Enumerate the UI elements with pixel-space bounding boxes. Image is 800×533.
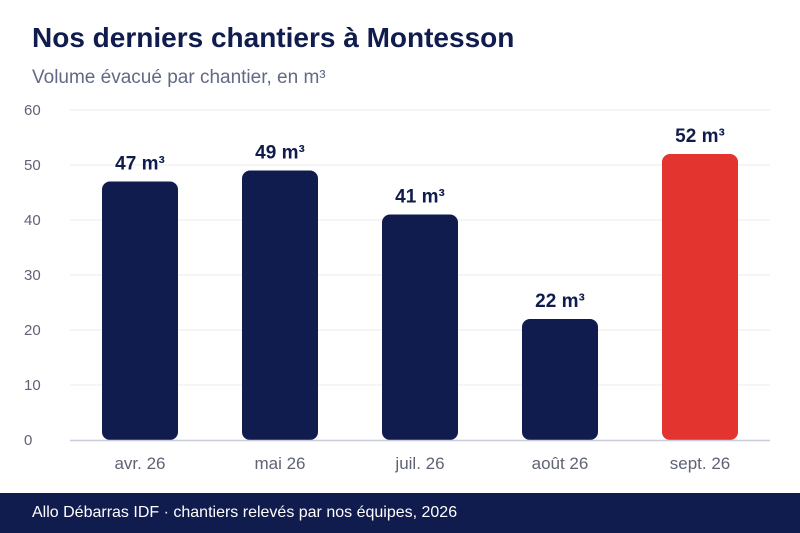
footer-bar: Allo Débarras IDF · chantiers relevés pa…: [0, 493, 800, 533]
y-tick-label: 20: [24, 322, 41, 339]
bar-value-label: 52 m³: [675, 126, 725, 147]
bar-value-label: 49 m³: [255, 143, 305, 164]
bar: [102, 181, 178, 440]
x-tick-label: mai 26: [254, 454, 305, 473]
bar: [382, 214, 458, 440]
x-tick-label: avr. 26: [114, 454, 165, 473]
bar: [662, 154, 738, 440]
chart-subtitle: Volume évacué par chantier, en m³: [32, 67, 326, 88]
y-tick-label: 0: [24, 432, 32, 449]
x-tick-label: août 26: [532, 454, 589, 473]
chart-title: Nos derniers chantiers à Montesson: [32, 22, 515, 53]
x-axis-ticks: avr. 26 mai 26 juil. 26 août 26 sept. 26: [114, 454, 730, 473]
bar: [242, 170, 318, 440]
y-tick-label: 30: [24, 267, 41, 284]
footer-source: Allo Débarras IDF · chantiers relevés pa…: [32, 504, 458, 521]
x-tick-label: juil. 26: [394, 454, 444, 473]
bar-value-label: 22 m³: [535, 291, 585, 312]
data-labels: 47 m³ 49 m³ 41 m³ 22 m³ 52 m³: [115, 126, 725, 312]
y-tick-label: 10: [24, 377, 41, 394]
bar-value-label: 41 m³: [395, 187, 445, 208]
y-tick-label: 40: [24, 212, 41, 229]
y-tick-label: 50: [24, 157, 41, 174]
bar: [522, 319, 598, 440]
x-tick-label: sept. 26: [670, 454, 731, 473]
bar-value-label: 47 m³: [115, 154, 165, 175]
y-tick-label: 60: [24, 102, 41, 119]
y-axis-ticks: 0 10 20 30 40 50 60: [24, 102, 41, 449]
bars: [102, 154, 738, 440]
